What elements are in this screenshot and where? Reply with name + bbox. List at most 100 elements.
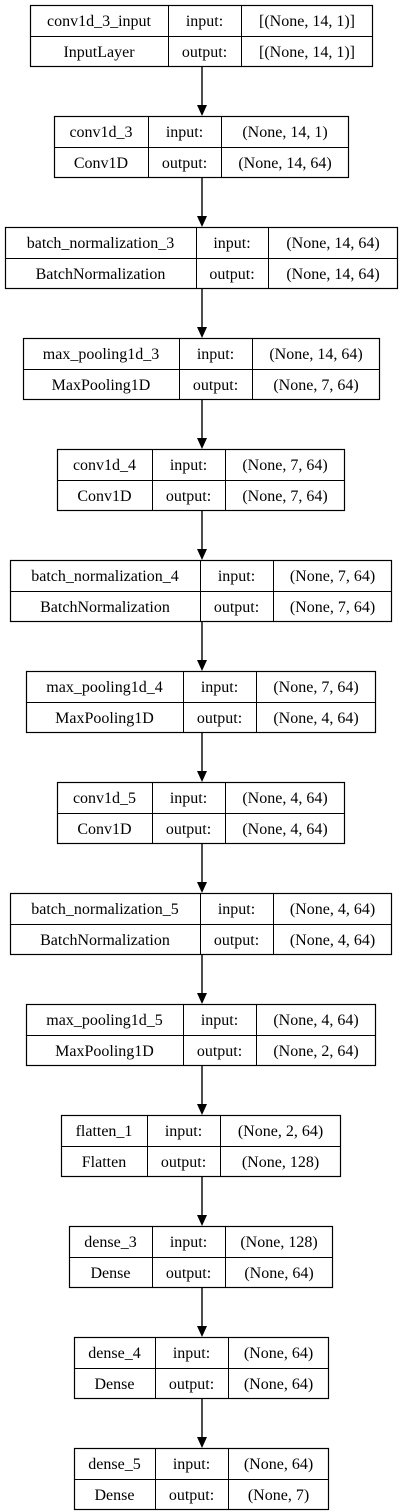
layer-type: Flatten <box>82 1154 126 1171</box>
flow-arrow <box>197 289 207 338</box>
input-label: input: <box>173 1456 210 1473</box>
layer-name: conv1d_3_input <box>47 13 152 30</box>
layer-name: batch_normalization_5 <box>31 901 179 918</box>
output-shape: (None, 4, 64) <box>242 821 327 838</box>
input-shape: (None, 14, 64) <box>286 235 379 252</box>
input-label: input: <box>170 790 207 807</box>
layer-node-batch_normalization_5: batch_normalization_5 input: (None, 4, 64)… <box>9 892 393 956</box>
output-shape: (None, 14, 64) <box>238 155 331 172</box>
flow-arrow <box>197 511 207 560</box>
layer-type: BatchNormalization <box>40 599 170 616</box>
layer-name: max_pooling1d_4 <box>46 679 162 696</box>
layer-node-max_pooling1d_3: max_pooling1d_3 input: (None, 14, 64) MaxPo… <box>22 337 381 401</box>
output-shape: (None, 7, 64) <box>242 488 327 505</box>
input-label: input: <box>166 124 203 141</box>
layer-name: dense_3 <box>84 1234 136 1251</box>
flow-arrow <box>197 733 207 782</box>
output-label: output: <box>214 932 259 949</box>
input-shape: (None, 14, 1) <box>242 124 327 141</box>
layer-name: dense_5 <box>88 1456 140 1473</box>
input-shape: (None, 128) <box>240 1234 317 1251</box>
layer-name: flatten_1 <box>76 1123 133 1140</box>
flow-arrow <box>197 1288 207 1337</box>
input-label: input: <box>201 679 238 696</box>
layer-node-flatten_1: flatten_1 input: (None, 2, 64) Flatten outpu… <box>60 1114 342 1178</box>
input-shape: (None, 4, 64) <box>290 901 375 918</box>
output-label: output: <box>166 821 211 838</box>
layer-name: dense_4 <box>88 1345 140 1362</box>
output-shape: (None, 7, 64) <box>273 377 358 394</box>
layer-type: MaxPooling1D <box>52 377 151 394</box>
layer-node-max_pooling1d_4: max_pooling1d_4 input: (None, 7, 64) MaxPoo… <box>25 670 377 734</box>
layer-type: Conv1D <box>77 821 131 838</box>
layer-type: Dense <box>95 1376 135 1393</box>
layer-name: conv1d_5 <box>73 790 136 807</box>
flow-arrow <box>197 1066 207 1115</box>
output-label: output: <box>197 710 242 727</box>
output-shape: (None, 14, 64) <box>286 266 379 283</box>
layer-type: BatchNormalization <box>40 932 170 949</box>
layer-name: conv1d_4 <box>73 457 136 474</box>
output-shape: (None, 4, 64) <box>273 710 358 727</box>
layer-node-dense_4: dense_4 input: (None, 64) Dense output: (None… <box>73 1336 330 1400</box>
input-label: input: <box>218 568 255 585</box>
input-label: input: <box>197 346 234 363</box>
output-label: output: <box>193 377 238 394</box>
output-shape: (None, 128) <box>242 1154 319 1171</box>
input-label: input: <box>170 457 207 474</box>
layer-node-max_pooling1d_5: max_pooling1d_5 input: (None, 4, 64) MaxPoo… <box>25 1003 377 1067</box>
layer-name: batch_normalization_4 <box>31 568 179 585</box>
flow-arrow <box>197 1177 207 1226</box>
output-label: output: <box>209 266 254 283</box>
layer-name: conv1d_3 <box>69 124 132 141</box>
output-label: output: <box>166 488 211 505</box>
output-shape: (None, 64) <box>244 1376 313 1393</box>
input-label: input: <box>173 1345 210 1362</box>
layer-node-conv1d_3_input: conv1d_3_input input: [(None, 14, 1)] Input… <box>29 4 374 68</box>
input-shape: (None, 64) <box>244 1345 313 1362</box>
layer-name: batch_normalization_3 <box>27 235 175 252</box>
output-shape: (None, 64) <box>244 1265 313 1282</box>
flow-arrow <box>197 67 207 116</box>
input-label: input: <box>213 235 250 252</box>
output-shape: (None, 7) <box>248 1487 309 1504</box>
input-shape: (None, 64) <box>244 1456 313 1473</box>
output-label: output: <box>197 1043 242 1060</box>
output-shape: (None, 7, 64) <box>290 599 375 616</box>
input-label: input: <box>186 13 223 30</box>
layer-name: max_pooling1d_3 <box>43 346 159 363</box>
flow-arrow <box>197 955 207 1004</box>
layer-node-conv1d_3: conv1d_3 input: (None, 14, 1) Conv1D output:… <box>53 115 350 179</box>
layer-type: Conv1D <box>74 155 128 172</box>
layer-type: Dense <box>91 1265 131 1282</box>
output-label: output: <box>166 1265 211 1282</box>
input-shape: [(None, 14, 1)] <box>259 13 355 30</box>
layer-node-dense_3: dense_3 input: (None, 128) Dense output: (Non… <box>68 1225 334 1289</box>
flow-arrow <box>197 844 207 893</box>
input-shape: (None, 4, 64) <box>273 1012 358 1029</box>
layer-node-batch_normalization_4: batch_normalization_4 input: (None, 7, 64)… <box>9 559 393 623</box>
flow-arrow <box>197 622 207 671</box>
layer-name: max_pooling1d_5 <box>46 1012 162 1029</box>
input-label: input: <box>165 1123 202 1140</box>
input-shape: (None, 7, 64) <box>273 679 358 696</box>
output-label: output: <box>169 1487 214 1504</box>
output-label: output: <box>214 599 259 616</box>
layer-node-conv1d_5: conv1d_5 input: (None, 4, 64) Conv1D output:… <box>56 781 346 845</box>
output-shape: (None, 2, 64) <box>273 1043 358 1060</box>
layer-type: MaxPooling1D <box>55 710 154 727</box>
output-shape: [(None, 14, 1)] <box>259 44 355 61</box>
layer-node-batch_normalization_3: batch_normalization_3 input: (None, 14, 64… <box>4 226 399 290</box>
input-shape: (None, 2, 64) <box>238 1123 323 1140</box>
layer-type: InputLayer <box>63 44 135 61</box>
flow-arrow <box>197 178 207 227</box>
input-shape: (None, 14, 64) <box>269 346 362 363</box>
layer-node-conv1d_4: conv1d_4 input: (None, 7, 64) Conv1D output:… <box>56 448 346 512</box>
layer-type: Dense <box>95 1487 135 1504</box>
output-label: output: <box>169 1376 214 1393</box>
layer-node-dense_5: dense_5 input: (None, 64) Dense output: (None… <box>73 1447 330 1511</box>
layer-type: BatchNormalization <box>36 266 166 283</box>
flow-arrow <box>197 1399 207 1448</box>
layer-type: MaxPooling1D <box>55 1043 154 1060</box>
